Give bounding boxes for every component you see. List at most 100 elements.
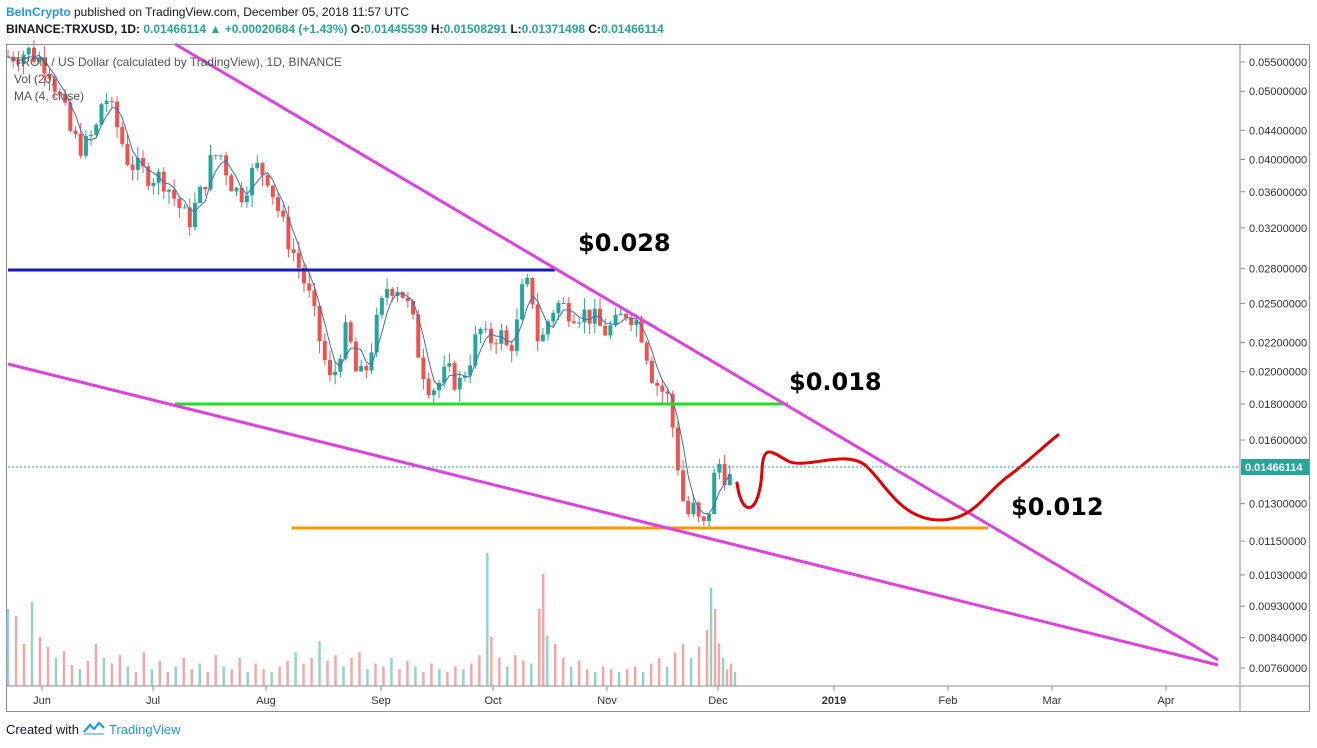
candle-body <box>161 171 166 192</box>
volume-bar <box>709 588 713 686</box>
volume-bar <box>593 672 597 686</box>
change-value: +0.00020684 (+1.43%) <box>224 22 348 36</box>
volume-bar <box>681 644 685 686</box>
tradingview-logo-icon[interactable] <box>83 721 105 738</box>
candle-body <box>239 187 244 203</box>
volume-bar <box>110 663 114 686</box>
candle-body <box>213 155 218 157</box>
candle-body <box>701 516 706 521</box>
candle-body <box>722 464 727 486</box>
candle-body <box>301 267 306 284</box>
y-tick-label: 0.00760000 <box>1249 663 1307 675</box>
candle-body <box>717 464 722 473</box>
wedge-lower-line[interactable] <box>7 362 1219 667</box>
candle-body <box>83 135 88 156</box>
volume-bar <box>462 669 465 686</box>
legend-ma: MA (4, close) <box>14 89 85 103</box>
candle-body <box>379 297 384 315</box>
y-tick-label: 0.01030000 <box>1249 570 1307 582</box>
candle-body <box>322 341 327 361</box>
volume-bar <box>46 646 50 686</box>
candle-body <box>260 163 265 176</box>
candle-body <box>99 104 104 125</box>
candle-body <box>665 391 670 394</box>
candle-body <box>634 320 639 326</box>
volume-bar <box>689 658 693 686</box>
candle-body <box>411 300 416 315</box>
volume-bar <box>705 630 709 686</box>
wedge-upper-line[interactable] <box>174 42 1219 662</box>
volume-bar <box>358 652 361 686</box>
x-tick-label: Nov <box>597 695 617 707</box>
tradingview-brand[interactable]: TradingView <box>108 722 181 737</box>
candle-body <box>89 134 94 136</box>
x-tick-label: Aug <box>256 695 276 707</box>
candle-body <box>623 314 628 318</box>
candle-body <box>566 302 571 322</box>
volume-bar <box>649 663 653 686</box>
x-tick-label: Jun <box>33 695 51 707</box>
candle-body <box>421 357 426 379</box>
brand-name[interactable]: BeInCrypto <box>6 5 71 19</box>
candle-body <box>286 216 291 250</box>
candle-body <box>546 321 551 335</box>
candle-body <box>727 474 732 486</box>
candle-body <box>530 277 535 305</box>
candle-body <box>104 100 109 105</box>
candle-body <box>457 377 462 390</box>
volume-bar <box>278 666 281 686</box>
chart-legend: TRON / US Dollar (calculated by TradingV… <box>14 54 342 105</box>
candle-body <box>26 47 31 55</box>
y-tick-label: 0.03600000 <box>1249 187 1307 199</box>
x-tick-label: Apr <box>1157 695 1174 707</box>
price-axis[interactable]: 0.05500000 0.05000000 0.04400000 0.04000000… <box>1240 57 1307 675</box>
volume-bar <box>22 644 26 686</box>
candle-body <box>488 328 493 344</box>
volume-bar <box>514 655 517 686</box>
volume-bar <box>366 669 369 686</box>
created-with-text: Created with <box>6 722 79 737</box>
low-label: L: <box>510 22 522 36</box>
volume-bar <box>729 663 733 686</box>
candle-body <box>63 94 68 103</box>
legend-title: TRON / US Dollar (calculated by TradingV… <box>14 55 342 69</box>
candle-body <box>276 197 281 211</box>
volume-bar <box>382 666 385 686</box>
volume-bar <box>318 641 321 686</box>
volume-bar <box>486 553 489 686</box>
volume-bar <box>206 672 209 686</box>
y-tick-label: 0.01150000 <box>1249 536 1306 548</box>
candle-body <box>655 382 660 386</box>
candle-body <box>540 334 545 342</box>
volume-bar <box>286 660 289 686</box>
volume-bar <box>478 655 481 686</box>
volume-bar <box>490 637 493 686</box>
y-tick-label: 0.05500000 <box>1249 57 1307 69</box>
candle-body <box>613 314 618 326</box>
annotation-0018: $0.018 <box>789 368 882 396</box>
volume-bar <box>422 672 425 686</box>
volume-bar <box>326 660 329 686</box>
candle-body <box>431 390 436 396</box>
high-value: 0.01508291 <box>443 22 507 36</box>
volume-bar <box>554 644 557 686</box>
candle-body <box>473 334 478 366</box>
projection-curve[interactable] <box>735 433 1060 522</box>
candle-body <box>587 309 592 324</box>
low-value: 0.01371498 <box>521 22 586 36</box>
candle-body <box>348 322 353 342</box>
time-axis[interactable]: Jun Jul Aug Sep Oct Nov Dec 2019 Feb Mar Apr <box>33 686 1175 707</box>
candle-body <box>234 187 239 192</box>
candle-body <box>198 186 203 203</box>
volume-bar <box>665 666 669 686</box>
volume-bar <box>38 637 42 686</box>
candle-body <box>374 314 379 353</box>
x-tick-label: Feb <box>939 695 958 707</box>
volume-bar <box>725 669 729 686</box>
candle-body <box>385 289 390 298</box>
last-price-label: 0.01466114 <box>1245 462 1303 474</box>
volume-bar <box>270 672 273 686</box>
y-tick-label: 0.01600000 <box>1249 435 1307 447</box>
volume-bar <box>54 658 58 686</box>
